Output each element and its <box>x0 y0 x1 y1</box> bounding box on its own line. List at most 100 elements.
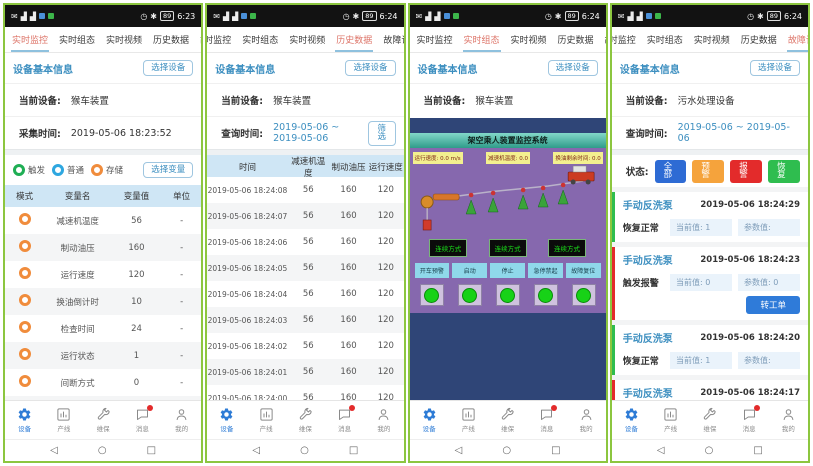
tab-history-data[interactable]: 历史数据 <box>335 28 374 52</box>
record-time: 2019-05-06 18:24:00 <box>207 393 288 401</box>
tab-realtime-scada[interactable]: 实时组态 <box>242 36 279 46</box>
nav-maintenance[interactable]: 维保 <box>702 407 717 433</box>
nav-mine[interactable]: 我的 <box>579 407 594 433</box>
select-device-button[interactable]: 选择设备 <box>547 59 598 77</box>
tab-realtime-monitor[interactable]: 实时监控 <box>612 36 636 46</box>
tab-realtime-monitor[interactable]: 实时监控 <box>416 36 453 46</box>
nav-message[interactable]: 消息 <box>135 405 153 433</box>
select-device-button[interactable]: 选择设备 <box>749 59 800 77</box>
store-mode-ring-icon <box>18 375 31 387</box>
store-mode-ring-icon <box>18 213 31 225</box>
tab-history-data[interactable]: 历史数据 <box>557 36 594 46</box>
filter-all-button[interactable]: 全部 <box>654 159 687 183</box>
legend-store[interactable]: 存储 <box>91 164 123 176</box>
reducer-temp-value: 56 <box>302 341 314 351</box>
legend-label: 普通 <box>67 166 85 176</box>
col-mode: 模式 <box>16 192 34 202</box>
tab-realtime-video[interactable]: 实时视频 <box>106 36 143 46</box>
tab-fault-records[interactable]: 故障记录 <box>604 28 606 52</box>
app-indicator-icon <box>654 13 661 19</box>
variable-name: 运行速度 <box>60 270 95 281</box>
start-warning-button[interactable]: 开车预警 <box>414 263 450 278</box>
nav-device[interactable]: 设备 <box>219 407 234 433</box>
stop-button[interactable]: 停止 <box>490 263 526 278</box>
filter-warning-button[interactable]: 预警 <box>692 159 725 183</box>
nav-device[interactable]: 设备 <box>17 407 32 433</box>
legend-trigger[interactable]: 触发 <box>13 164 45 176</box>
nav-maintenance[interactable]: 维保 <box>500 407 515 433</box>
nav-label: 消息 <box>135 425 149 433</box>
select-device-button[interactable]: 选择设备 <box>143 59 194 77</box>
variable-row: 减速机温度 56 - <box>5 207 202 234</box>
bluetooth-indicator-icon <box>443 13 450 19</box>
tab-realtime-monitor[interactable]: 实时监控 <box>11 28 50 52</box>
legend-normal[interactable]: 普通 <box>52 164 84 176</box>
android-home-button[interactable]: ○ <box>704 445 714 456</box>
android-recents-button[interactable]: □ <box>753 445 763 456</box>
variable-unit: - <box>180 242 184 253</box>
tab-fault-records[interactable]: 故障记录 <box>199 28 201 52</box>
nav-production-line[interactable]: 产线 <box>663 407 678 433</box>
nav-device[interactable]: 设备 <box>624 407 639 433</box>
android-back-button[interactable]: ◁ <box>656 445 665 456</box>
nav-label: 消息 <box>338 425 352 433</box>
record-time: 2019-05-06 18:24:04 <box>207 289 288 299</box>
current-device-row: 当前设备: 猴车装置 <box>409 83 606 116</box>
tab-realtime-scada[interactable]: 实时组态 <box>646 36 683 46</box>
tab-realtime-video[interactable]: 实时视频 <box>693 36 730 46</box>
android-recents-button[interactable]: □ <box>348 445 359 456</box>
nav-maintenance[interactable]: 维保 <box>96 407 111 433</box>
tab-realtime-scada[interactable]: 实时组态 <box>59 36 96 46</box>
filter-recover-button[interactable]: 恢复 <box>768 159 800 183</box>
store-mode-ring-icon <box>18 267 31 279</box>
status-bar: ✉ ▟ ▟ ◷ ✱ 89 6:24 <box>207 5 404 27</box>
message-icon: ✉ <box>617 11 625 21</box>
select-device-button[interactable]: 选择设备 <box>345 59 396 77</box>
table-header: 模式 变量名 变量值 单位 <box>5 185 202 207</box>
tab-fault-records[interactable]: 故障记录 <box>383 36 403 46</box>
android-home-button[interactable]: ○ <box>502 445 512 456</box>
tab-realtime-video[interactable]: 实时视频 <box>510 36 547 46</box>
nav-maintenance[interactable]: 维保 <box>298 407 313 433</box>
tab-fault-records[interactable]: 故障记录 <box>786 28 808 52</box>
nav-message[interactable]: 消息 <box>337 405 356 433</box>
run-speed-value: 120 <box>377 341 394 351</box>
nav-device[interactable]: 设备 <box>422 407 437 433</box>
android-home-button[interactable]: ○ <box>300 445 309 456</box>
speed-label: 运行速度: 0.0 m/s <box>412 152 463 164</box>
nav-production-line[interactable]: 产线 <box>461 407 476 433</box>
nav-production-line[interactable]: 产线 <box>259 407 274 433</box>
android-home-button[interactable]: ○ <box>97 445 107 456</box>
android-back-button[interactable]: ◁ <box>252 445 261 456</box>
filter-alarm-button[interactable]: 报警 <box>730 159 763 183</box>
phone-screen-history: ✉ ▟ ▟ ◷ ✱ 89 6:24 实时监控实时组态实时视频历史数据故障记录远程… <box>205 3 406 463</box>
nav-production-line[interactable]: 产线 <box>56 407 71 433</box>
filter-button[interactable]: 筛选 <box>367 120 396 146</box>
nav-mine[interactable]: 我的 <box>174 407 189 433</box>
nav-label: 产线 <box>664 425 678 433</box>
tab-history-data[interactable]: 历史数据 <box>153 36 190 46</box>
col-unit: 单位 <box>173 192 191 202</box>
nav-message[interactable]: 消息 <box>742 405 760 433</box>
nav-mine[interactable]: 我的 <box>781 407 796 433</box>
android-recents-button[interactable]: □ <box>146 445 157 456</box>
android-recents-button[interactable]: □ <box>551 445 561 456</box>
android-back-button[interactable]: ◁ <box>454 445 463 456</box>
tab-realtime-monitor[interactable]: 实时监控 <box>207 36 232 46</box>
tab-realtime-video[interactable]: 实时视频 <box>289 36 326 46</box>
card-title: 设备基本信息 <box>215 64 276 76</box>
nav-mine[interactable]: 我的 <box>376 407 391 433</box>
android-nav-bar: ◁ ○ □ <box>5 439 202 461</box>
variable-value: 24 <box>131 323 142 334</box>
to-work-order-button[interactable]: 转工单 <box>746 296 800 314</box>
estop-button[interactable]: 急停禁起 <box>528 263 563 278</box>
fault-reset-button[interactable]: 故障复位 <box>565 263 601 278</box>
start-button[interactable]: 启动 <box>452 263 488 278</box>
tab-history-data[interactable]: 历史数据 <box>740 36 777 46</box>
phone-screen-scada: ✉ ▟ ▟ ◷ ✱ 89 6:24 实时监控实时组态实时视频历史数据故障记录远程… <box>407 3 608 463</box>
android-back-button[interactable]: ◁ <box>50 445 58 456</box>
nav-message[interactable]: 消息 <box>539 405 558 433</box>
select-variable-button[interactable]: 选择变量 <box>143 161 194 179</box>
variable-value: 0 <box>133 377 140 388</box>
tab-realtime-scada[interactable]: 实时组态 <box>462 28 501 52</box>
